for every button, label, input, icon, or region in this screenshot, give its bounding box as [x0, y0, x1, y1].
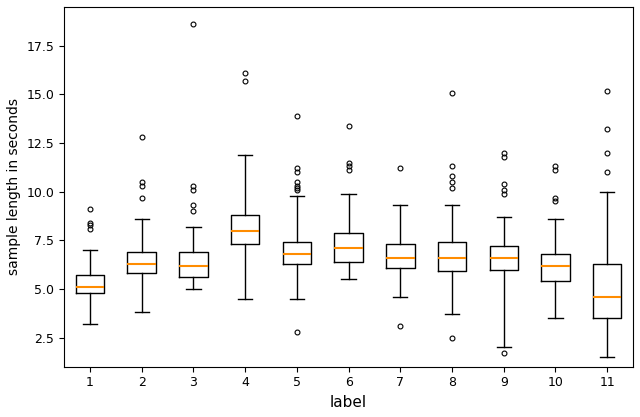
X-axis label: label: label	[330, 395, 367, 410]
Y-axis label: sample length in seconds: sample length in seconds	[7, 98, 21, 275]
